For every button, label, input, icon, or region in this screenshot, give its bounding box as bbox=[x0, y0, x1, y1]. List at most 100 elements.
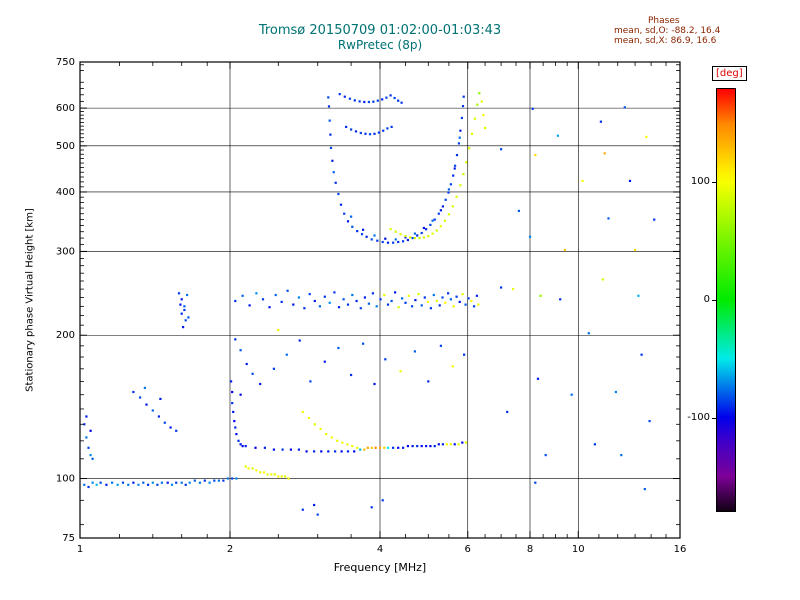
colorbar-tick-label: -100 bbox=[687, 411, 710, 423]
data-point bbox=[392, 446, 395, 449]
data-point bbox=[373, 234, 376, 237]
colorbar-unit-label: [deg] bbox=[712, 66, 747, 81]
data-point bbox=[255, 292, 258, 295]
data-point bbox=[431, 219, 434, 222]
data-point bbox=[313, 423, 316, 426]
data-point bbox=[231, 477, 234, 480]
data-point bbox=[313, 503, 316, 507]
data-point bbox=[447, 188, 450, 191]
x-tick-label: 16 bbox=[674, 544, 687, 555]
data-point bbox=[476, 103, 479, 106]
data-point bbox=[506, 410, 509, 413]
scatter-points bbox=[83, 92, 656, 516]
data-point bbox=[383, 446, 386, 449]
data-point bbox=[512, 288, 515, 291]
data-point bbox=[362, 228, 365, 231]
data-point bbox=[394, 230, 397, 233]
data-point bbox=[247, 467, 250, 470]
data-point bbox=[175, 481, 178, 484]
data-point bbox=[329, 146, 333, 149]
data-point bbox=[367, 100, 370, 104]
data-point bbox=[111, 481, 114, 484]
data-point bbox=[284, 475, 287, 478]
data-point bbox=[346, 443, 349, 446]
data-point bbox=[409, 236, 412, 239]
data-point bbox=[333, 291, 336, 294]
data-point bbox=[607, 217, 610, 220]
data-point bbox=[397, 99, 400, 102]
data-point bbox=[381, 240, 384, 244]
data-point bbox=[381, 499, 384, 502]
data-point bbox=[244, 445, 247, 448]
data-point bbox=[286, 289, 289, 292]
data-point bbox=[477, 303, 480, 306]
data-point bbox=[237, 439, 240, 442]
data-point bbox=[413, 237, 416, 240]
data-point bbox=[182, 326, 185, 329]
x-tick-label: 8 bbox=[527, 544, 533, 555]
data-point bbox=[85, 436, 88, 439]
series-e-arc-yellow bbox=[301, 410, 359, 449]
data-point bbox=[439, 209, 442, 212]
data-point bbox=[350, 128, 353, 131]
data-point bbox=[370, 238, 373, 241]
data-point bbox=[170, 483, 174, 486]
data-point bbox=[453, 443, 456, 446]
data-point bbox=[457, 443, 460, 446]
data-point bbox=[309, 380, 312, 383]
data-point bbox=[368, 133, 372, 136]
data-point bbox=[177, 292, 181, 295]
data-point bbox=[455, 154, 459, 157]
data-point bbox=[376, 239, 379, 242]
data-point bbox=[371, 292, 374, 295]
data-point bbox=[414, 299, 417, 302]
data-point bbox=[298, 339, 301, 342]
data-point bbox=[500, 286, 503, 289]
data-point bbox=[416, 234, 419, 237]
data-point bbox=[461, 105, 465, 108]
data-point bbox=[484, 126, 487, 130]
data-point bbox=[354, 130, 358, 133]
colorbar-tick-label: 100 bbox=[690, 176, 710, 188]
data-point bbox=[402, 240, 405, 243]
data-point bbox=[464, 441, 467, 444]
data-point bbox=[334, 450, 337, 453]
data-point bbox=[470, 132, 474, 135]
series-below-e-scatter bbox=[301, 499, 384, 516]
data-point bbox=[559, 298, 562, 301]
colorbar-tick-mark bbox=[712, 300, 717, 301]
data-point bbox=[259, 382, 262, 386]
y-tick-label: 300 bbox=[56, 246, 75, 257]
data-point bbox=[320, 450, 323, 453]
y-tick-label: 500 bbox=[56, 141, 75, 152]
data-point bbox=[478, 92, 481, 95]
data-point bbox=[534, 481, 537, 484]
data-point bbox=[418, 237, 421, 240]
data-point bbox=[402, 446, 405, 449]
data-point bbox=[444, 301, 447, 304]
y-tick-label: 400 bbox=[56, 187, 75, 198]
data-point bbox=[601, 278, 604, 281]
data-point bbox=[263, 446, 266, 449]
data-point bbox=[390, 125, 393, 128]
data-point bbox=[156, 483, 159, 486]
data-point bbox=[443, 219, 446, 222]
data-point bbox=[193, 479, 196, 482]
data-point bbox=[637, 294, 640, 297]
data-point bbox=[459, 129, 462, 132]
series-e-main-trace bbox=[244, 441, 467, 453]
data-point bbox=[159, 397, 162, 400]
data-point bbox=[404, 236, 407, 239]
x-tick-label: 2 bbox=[227, 544, 233, 555]
data-point bbox=[301, 410, 304, 413]
data-point bbox=[231, 390, 234, 394]
data-point bbox=[261, 298, 265, 301]
data-point bbox=[383, 293, 386, 297]
data-point bbox=[208, 481, 211, 484]
data-point bbox=[273, 473, 276, 476]
data-point bbox=[461, 293, 464, 296]
data-point bbox=[581, 179, 584, 182]
data-point bbox=[453, 167, 456, 170]
data-point bbox=[359, 131, 362, 135]
data-point bbox=[329, 133, 332, 136]
